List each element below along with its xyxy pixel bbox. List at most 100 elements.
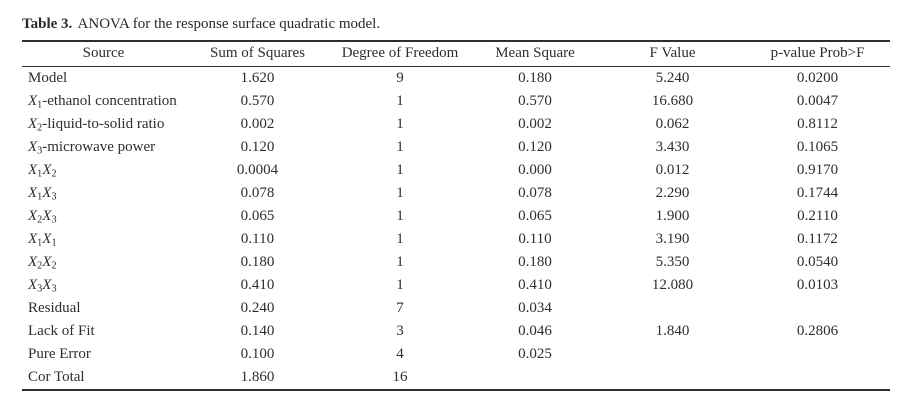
value-cell: 0.1065 <box>796 139 839 155</box>
value-cell: 0.025 <box>518 346 552 362</box>
column-header-sum-of-squares: Sum of Squares <box>185 41 330 67</box>
table-body: Model 1.620 9 0.180 5.240 0.0200 X1-ethanol co… <box>22 67 890 391</box>
column-header-degree-of-freedom: Degree of Freedom <box>330 41 470 67</box>
value-cell <box>600 297 745 320</box>
value-cell: 12.080 <box>651 277 694 293</box>
table-row: X2-liquid-to-solid ratio 0.002 1 0.002 0.062… <box>22 113 890 136</box>
value-cell <box>745 343 890 366</box>
value-cell: 0.570 <box>518 93 552 109</box>
table-row: X1X1 0.110 1 0.110 3.190 0.1172 <box>22 228 890 251</box>
value-cell: 0.180 <box>240 254 275 270</box>
value-cell: 0.065 <box>518 208 552 224</box>
value-cell: 0.1744 <box>796 185 839 201</box>
source-cell: Cor Total <box>28 369 85 385</box>
value-cell: 2.290 <box>655 185 690 201</box>
value-cell: 1 <box>396 162 404 178</box>
value-cell: 0.046 <box>518 323 552 339</box>
value-cell: 0.110 <box>518 231 552 247</box>
value-cell: 0.000 <box>518 162 552 178</box>
table-row: Residual 0.240 7 0.034 <box>22 297 890 320</box>
column-header-p-value-prob-f: p-value Prob>F <box>745 41 890 67</box>
value-cell: 0.0004 <box>236 162 279 178</box>
value-cell: 1 <box>396 254 404 270</box>
value-cell: 1.620 <box>240 70 275 86</box>
value-cell: 1 <box>396 93 404 109</box>
table-row: Pure Error 0.100 4 0.025 <box>22 343 890 366</box>
value-cell: 0.0103 <box>796 277 839 293</box>
value-cell: 0.002 <box>240 116 275 132</box>
value-cell <box>745 366 890 390</box>
value-cell: 16 <box>392 369 408 385</box>
source-cell: X3-microwave power <box>28 139 156 157</box>
value-cell: 0.240 <box>240 300 275 316</box>
value-cell: 16.680 <box>651 93 694 109</box>
value-cell: 9 <box>396 70 404 86</box>
value-cell: 1 <box>396 208 404 224</box>
value-cell: 0.0540 <box>796 254 839 270</box>
source-cell: Model <box>28 70 68 86</box>
value-cell: 1.860 <box>240 369 275 385</box>
header-row: Source Sum of Squares Degree of Freedom Mea… <box>22 41 890 67</box>
value-cell <box>470 366 600 390</box>
value-cell: 0.2110 <box>797 208 838 224</box>
source-cell: Lack of Fit <box>28 323 95 339</box>
source-cell: Residual <box>28 300 81 316</box>
value-cell: 5.240 <box>655 70 690 86</box>
column-header-source: Source <box>22 41 185 67</box>
value-cell: 1 <box>396 139 404 155</box>
value-cell: 3.430 <box>655 139 690 155</box>
document-page: Table 3. ANOVA for the response surface q… <box>22 14 890 391</box>
value-cell: 0.410 <box>240 277 275 293</box>
value-cell: 0.180 <box>518 70 552 86</box>
value-cell: 1.840 <box>655 323 690 339</box>
value-cell: 0.140 <box>240 323 275 339</box>
source-cell: X1X2 <box>28 162 57 180</box>
source-cell: Pure Error <box>28 346 91 362</box>
value-cell <box>600 366 745 390</box>
table-row: Model 1.620 9 0.180 5.240 0.0200 <box>22 67 890 91</box>
source-cell: X2-liquid-to-solid ratio <box>28 116 165 134</box>
value-cell: 0.012 <box>655 162 690 178</box>
value-cell: 3 <box>396 323 404 339</box>
value-cell: 0.0200 <box>796 70 839 86</box>
table-caption: Table 3. ANOVA for the response surface q… <box>22 14 890 34</box>
value-cell: 0.078 <box>240 185 275 201</box>
anova-table: Source Sum of Squares Degree of Freedom Mea… <box>22 40 890 391</box>
value-cell: 3.190 <box>655 231 690 247</box>
value-cell: 0.9170 <box>796 162 839 178</box>
value-cell: 1 <box>396 185 404 201</box>
source-cell: X2X2 <box>28 254 57 272</box>
value-cell: 0.078 <box>518 185 552 201</box>
value-cell: 0.2806 <box>796 323 839 339</box>
table-header: Source Sum of Squares Degree of Freedom Mea… <box>22 41 890 67</box>
value-cell: 0.0047 <box>796 93 839 109</box>
value-cell: 0.120 <box>518 139 552 155</box>
value-cell: 7 <box>396 300 404 316</box>
value-cell: 0.110 <box>240 231 275 247</box>
table-row: X1X3 0.078 1 0.078 2.290 0.1744 <box>22 182 890 205</box>
source-cell: X1-ethanol concentration <box>28 93 177 111</box>
table-row: X3-microwave power 0.120 1 0.120 3.430 0.1065 <box>22 136 890 159</box>
value-cell: 4 <box>396 346 404 362</box>
table-row: X1-ethanol concentration 0.570 1 0.570 16.68… <box>22 90 890 113</box>
value-cell: 0.570 <box>240 93 275 109</box>
source-cell: X3X3 <box>28 277 57 295</box>
value-cell: 0.120 <box>240 139 275 155</box>
value-cell: 0.410 <box>518 277 552 293</box>
value-cell: 0.002 <box>518 116 552 132</box>
value-cell: 0.8112 <box>797 116 838 132</box>
value-cell: 5.350 <box>655 254 690 270</box>
value-cell: 0.100 <box>240 346 275 362</box>
value-cell: 0.034 <box>518 300 552 316</box>
source-cell: X1X3 <box>28 185 57 203</box>
table-row: Lack of Fit 0.140 3 0.046 1.840 0.2806 <box>22 320 890 343</box>
value-cell <box>745 297 890 320</box>
value-cell: 0.180 <box>518 254 552 270</box>
value-cell: 0.1172 <box>797 231 838 247</box>
value-cell: 1 <box>396 277 404 293</box>
value-cell: 0.065 <box>240 208 275 224</box>
table-row: Cor Total 1.860 16 <box>22 366 890 390</box>
source-cell: X1X1 <box>28 231 57 249</box>
table-row: X2X2 0.180 1 0.180 5.350 0.0540 <box>22 251 890 274</box>
value-cell: 1 <box>396 231 404 247</box>
